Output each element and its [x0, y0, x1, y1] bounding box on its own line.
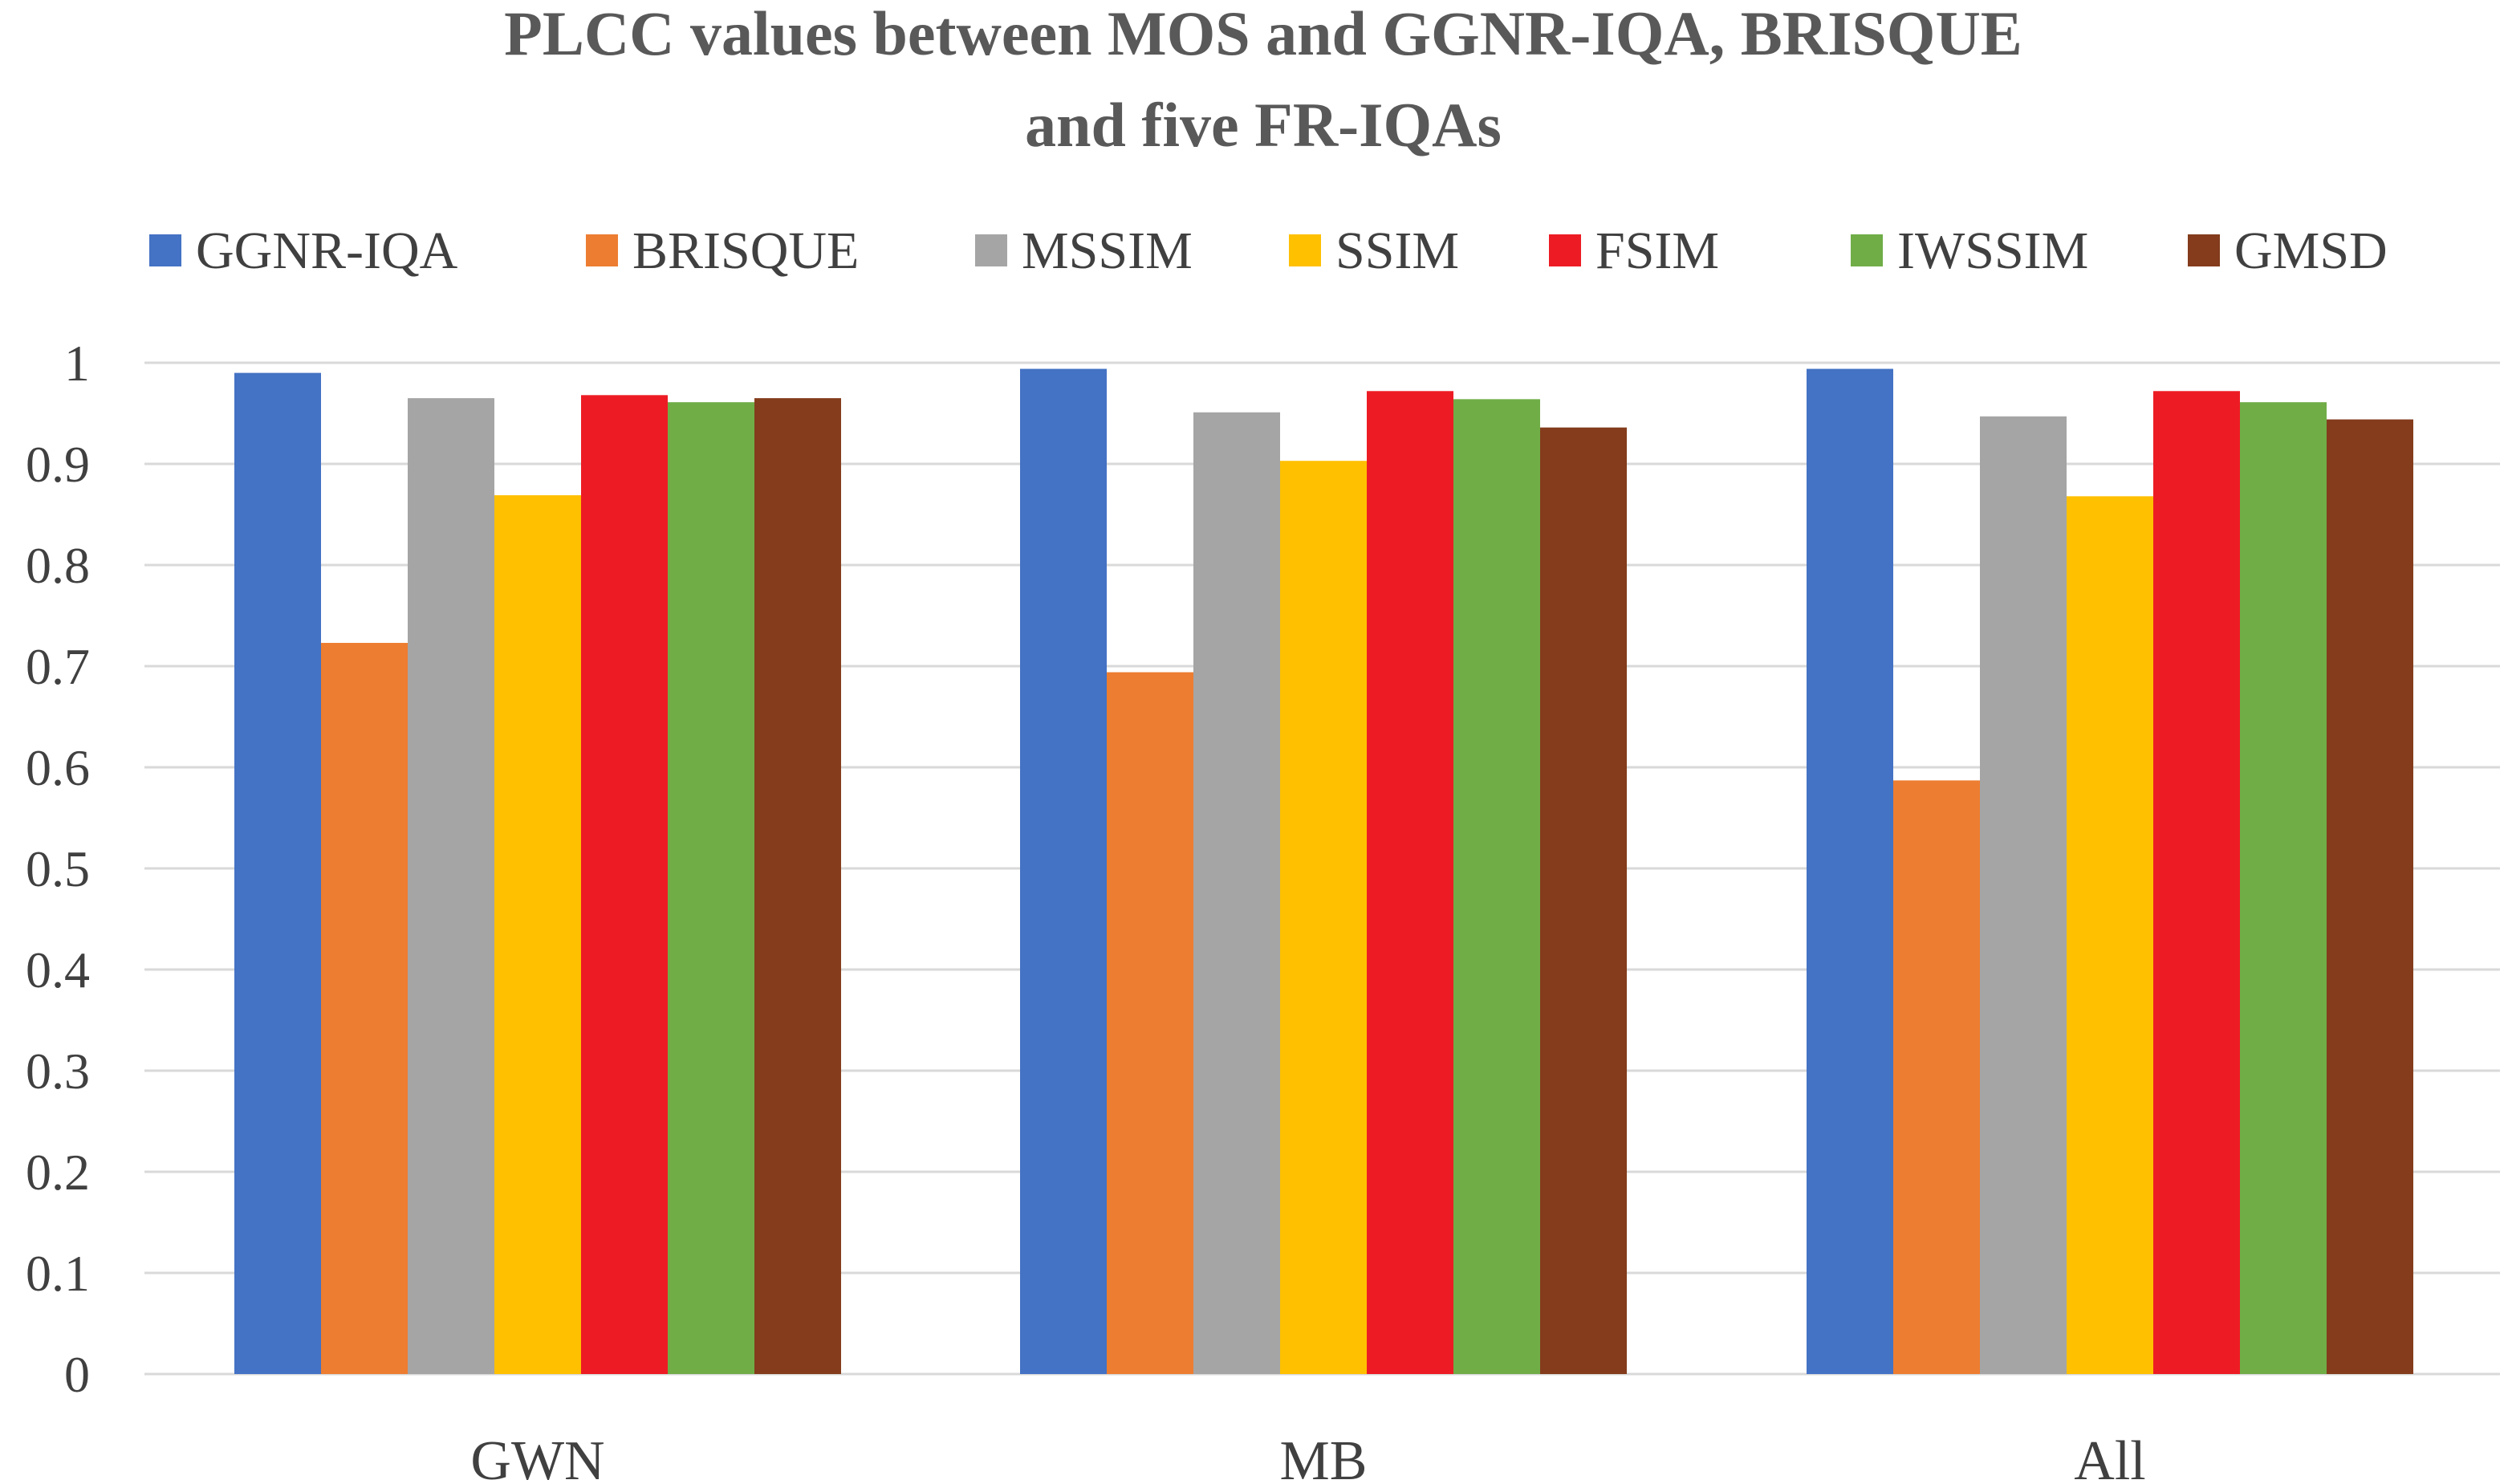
legend-swatch [975, 234, 1007, 266]
legend-swatch [1851, 234, 1883, 266]
bar-fsim-mb [1367, 391, 1453, 1374]
bar-iwssim-all [2240, 402, 2327, 1374]
y-tick-label: 0 [64, 1346, 90, 1403]
legend: GGNR-IQA BRISQUE MSSIM SSIM FSIM IWSSIM GMSD [149, 222, 2388, 280]
x-axis: GWN MB All [470, 1430, 2145, 1484]
y-tick-label: 0.7 [26, 638, 90, 695]
bar-brisque-gwn [321, 643, 408, 1374]
bar-gmsd-all [2327, 419, 2413, 1374]
bar-fsim-all [2153, 391, 2240, 1374]
bar-gmsd-mb [1540, 427, 1627, 1374]
bar-ggnr-iqa-gwn [234, 372, 321, 1375]
bar-iwssim-mb [1453, 399, 1540, 1374]
x-category-label: All [2074, 1430, 2145, 1484]
y-tick-label: 0.5 [26, 840, 90, 897]
legend-label: IWSSIM [1897, 222, 2088, 280]
legend-label: MSSIM [1022, 222, 1193, 280]
y-tick-label: 0.6 [26, 739, 90, 796]
legend-swatch [1289, 234, 1321, 266]
bars [234, 368, 2413, 1375]
legend-label: SSIM [1335, 222, 1459, 280]
chart-title-line-2: and five FR-IQAs [1025, 90, 1502, 160]
legend-swatch [2188, 234, 2220, 266]
legend-swatch [586, 234, 618, 266]
legend-swatch [149, 234, 181, 266]
y-tick-label: 0.1 [26, 1245, 90, 1302]
bar-ssim-all [2067, 496, 2153, 1374]
bar-brisque-all [1893, 780, 1980, 1374]
legend-label: GGNR-IQA [196, 222, 458, 280]
x-category-label: MB [1280, 1430, 1368, 1484]
bar-brisque-mb [1107, 672, 1193, 1374]
bar-gmsd-gwn [754, 398, 841, 1375]
legend-swatch [1549, 234, 1581, 266]
bar-mssim-gwn [408, 398, 494, 1375]
y-tick-label: 0.9 [26, 436, 90, 493]
x-category-label: GWN [470, 1430, 604, 1484]
legend-label: BRISQUE [632, 222, 859, 280]
bar-iwssim-gwn [668, 402, 754, 1374]
bar-mssim-mb [1193, 412, 1280, 1374]
y-tick-label: 0.3 [26, 1043, 90, 1100]
bar-ssim-mb [1280, 461, 1367, 1374]
chart-title-line-1: PLCC values between MOS and GGNR-IQA, BR… [504, 0, 2022, 68]
bar-fsim-gwn [581, 395, 668, 1374]
y-tick-label: 0.4 [26, 941, 90, 998]
y-tick-label: 0.8 [26, 537, 90, 594]
y-tick-label: 0.2 [26, 1144, 90, 1201]
legend-label: GMSD [2234, 222, 2388, 280]
legend-label: FSIM [1595, 222, 1719, 280]
y-tick-label: 1 [64, 335, 90, 392]
bar-ggnr-iqa-mb [1020, 368, 1107, 1374]
bar-ssim-gwn [494, 495, 581, 1374]
bar-mssim-all [1980, 416, 2067, 1374]
bar-ggnr-iqa-all [1807, 368, 1893, 1374]
y-axis: 0 0.1 0.2 0.3 0.4 0.5 0.6 0.7 0.8 0.9 1 [26, 335, 90, 1403]
